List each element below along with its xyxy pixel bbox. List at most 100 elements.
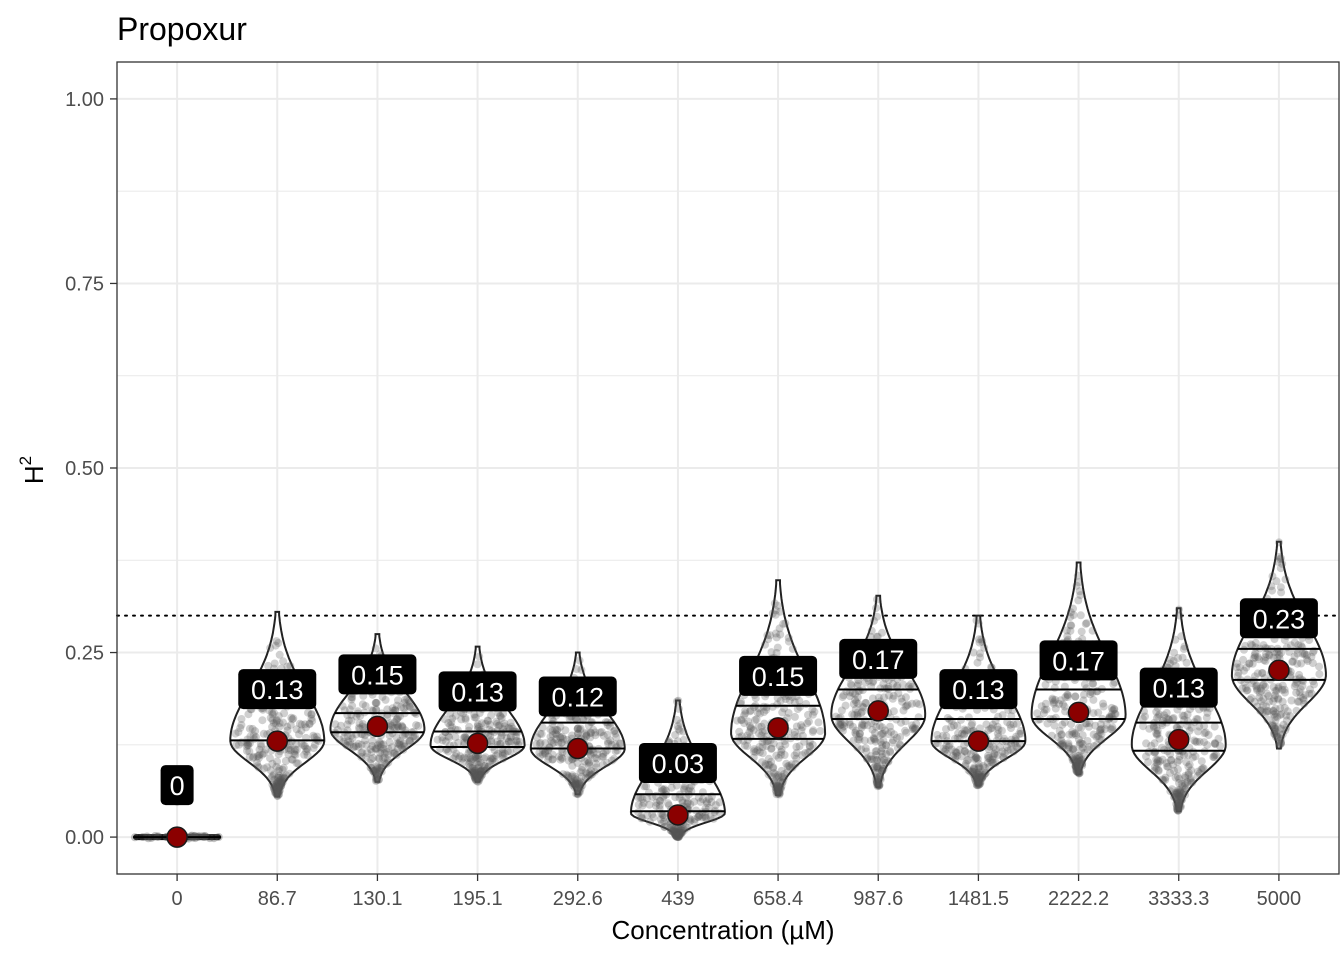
jitter-point — [362, 753, 370, 762]
jitter-point — [1269, 707, 1278, 716]
jitter-point — [480, 766, 489, 775]
jitter-point — [1163, 762, 1172, 771]
jitter-point — [393, 739, 402, 748]
jitter-point — [288, 755, 297, 764]
jitter-point — [758, 743, 767, 751]
jitter-point — [272, 788, 280, 797]
jitter-point — [272, 789, 281, 797]
jitter-point — [471, 752, 480, 761]
jitter-point — [754, 722, 763, 731]
jitter-point — [1071, 729, 1080, 738]
jitter-point — [496, 712, 505, 721]
jitter-point — [1071, 692, 1080, 701]
jitter-point — [991, 745, 1000, 754]
jitter-point — [406, 736, 415, 745]
jitter-point — [1178, 711, 1187, 720]
jitter-point — [573, 724, 582, 733]
jitter-point — [980, 643, 989, 652]
jitter-point — [1173, 805, 1182, 814]
jitter-point — [1301, 691, 1310, 700]
jitter-point — [974, 781, 982, 790]
jitter-point — [672, 781, 681, 790]
jitter-point — [1250, 651, 1259, 660]
jitter-point — [1009, 720, 1018, 729]
jitter-point — [586, 749, 595, 758]
jitter-point — [601, 747, 610, 756]
jitter-point — [1171, 635, 1180, 644]
jitter-point — [896, 741, 905, 750]
violin-shape — [1130, 607, 1227, 813]
jitter-point — [459, 709, 468, 718]
jitter-point — [405, 696, 413, 705]
jitter-point — [578, 715, 587, 724]
jitter-point — [1210, 739, 1219, 748]
jitter-point — [372, 773, 381, 782]
jitter-point — [1176, 792, 1185, 801]
jitter-point — [458, 758, 467, 767]
jitter-point — [674, 831, 683, 840]
jitter-point — [871, 728, 879, 737]
jitter-point — [1074, 723, 1083, 732]
jitter-point — [275, 765, 284, 773]
jitter-point — [976, 772, 985, 781]
jitter-point — [878, 744, 887, 752]
jitter-point — [268, 772, 277, 781]
jitter-point — [274, 790, 283, 799]
jitter-point — [984, 754, 993, 762]
jitter-point — [1197, 765, 1206, 774]
jitter-point — [758, 727, 767, 736]
jitter-point — [389, 749, 398, 758]
jitter-point — [381, 759, 390, 768]
jitter-point — [1307, 689, 1316, 698]
jitter-point — [1253, 684, 1261, 693]
jitter-point — [470, 713, 479, 722]
jitter-point — [412, 721, 421, 730]
jitter-point — [970, 765, 979, 774]
jitter-point — [1216, 742, 1224, 750]
jitter-point — [475, 776, 484, 785]
jitter-point — [684, 786, 693, 795]
jitter-point — [476, 773, 485, 782]
jitter-point — [1083, 737, 1092, 745]
jitter-point — [371, 745, 380, 754]
jitter-point — [1181, 784, 1190, 793]
jitter-point — [375, 754, 384, 763]
jitter-point — [375, 763, 384, 772]
jitter-point — [933, 730, 942, 739]
jitter-point — [977, 773, 986, 782]
jitter-point — [1276, 554, 1285, 563]
jitter-point — [696, 797, 705, 806]
jitter-point — [471, 752, 480, 761]
jitter-point — [1249, 654, 1258, 663]
jitter-point — [1282, 716, 1291, 725]
jitter-point — [1293, 649, 1302, 658]
jitter-point — [538, 750, 547, 759]
jitter-point — [551, 725, 560, 734]
jitter-point — [873, 612, 881, 621]
jitter-point — [454, 754, 463, 763]
jitter-point — [277, 778, 285, 787]
jitter-point — [448, 714, 457, 723]
jitter-point — [352, 742, 361, 751]
jitter-point — [268, 710, 277, 719]
y-tick-label: 0.50 — [65, 458, 104, 480]
jitter-point — [400, 742, 409, 751]
mean-label-text: 0.17 — [1052, 646, 1105, 676]
jitter-point — [493, 737, 502, 746]
jitter-point — [497, 731, 506, 740]
jitter-point — [567, 772, 576, 781]
jitter-point — [378, 692, 387, 701]
jitter-point — [1296, 692, 1305, 701]
jitter-point — [564, 772, 573, 781]
jitter-point — [973, 774, 982, 783]
jitter-point — [875, 781, 884, 789]
jitter-point — [446, 721, 455, 730]
jitter-point — [231, 729, 240, 738]
jitter-point — [1199, 764, 1208, 773]
jitter-point — [953, 751, 962, 760]
jitter-point — [414, 721, 423, 730]
jitter-point — [336, 721, 345, 730]
jitter-point — [1102, 720, 1111, 729]
jitter-point — [851, 728, 860, 737]
jitter-point — [901, 702, 910, 711]
